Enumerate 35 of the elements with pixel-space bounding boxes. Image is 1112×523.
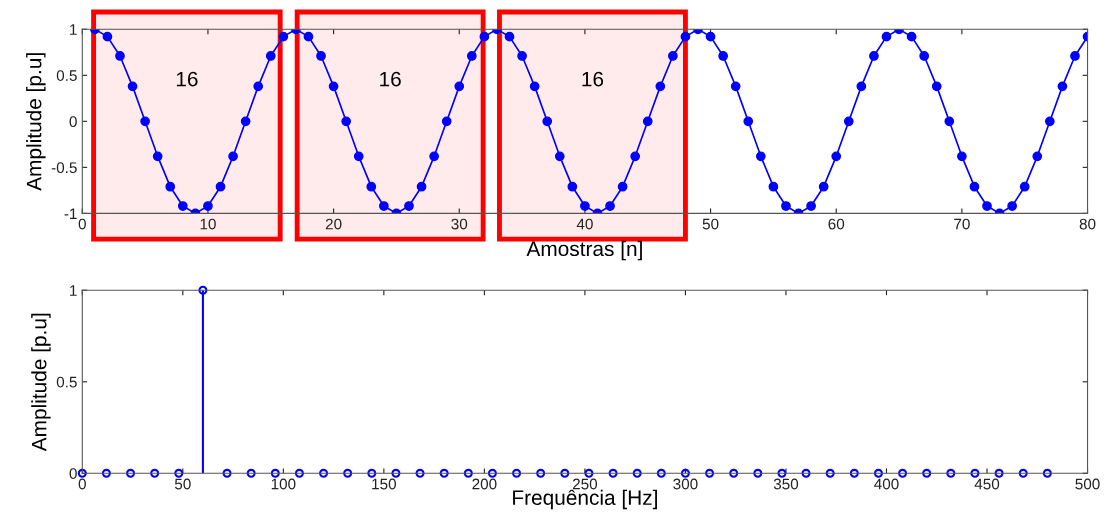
- x-tick-label: 300: [673, 478, 698, 490]
- y-tick-label: 0.5: [56, 70, 77, 81]
- y-tick-label: 1: [70, 285, 77, 296]
- y-tick-label: -1: [64, 208, 77, 219]
- y-tick-label: 1: [70, 24, 77, 35]
- band-label: 16: [176, 71, 198, 87]
- x-tick-label: 70: [954, 218, 970, 230]
- x-axis-title: Amostras [n]: [526, 240, 642, 261]
- x-tick-label: 60: [828, 218, 845, 230]
- x-tick-label: 30: [451, 218, 468, 230]
- x-tick-label: 0: [78, 218, 86, 230]
- x-tick-label: 10: [200, 218, 216, 230]
- x-tick-label: 100: [271, 478, 296, 490]
- x-tick-label: 200: [472, 478, 497, 490]
- x-axis-title: Frequência [Hz]: [513, 489, 657, 510]
- x-tick-label: 500: [1075, 478, 1100, 490]
- x-tick-label: 450: [974, 478, 1000, 490]
- y-tick-label: -0.5: [51, 162, 77, 174]
- band-label: 16: [380, 71, 401, 87]
- y-tick-label: 0.5: [56, 376, 77, 388]
- x-tick-label: 150: [372, 478, 397, 490]
- y-axis-title: Amplitude [p.u]: [31, 313, 51, 452]
- x-tick-label: 80: [1079, 218, 1096, 230]
- y-tick-label: 0: [69, 116, 77, 128]
- band-label: 16: [582, 71, 604, 87]
- x-tick-label: 20: [325, 218, 342, 230]
- x-tick-label: 250: [572, 478, 598, 490]
- y-tick-label: 0: [69, 468, 77, 479]
- y-axis-title: Amplitude [p.u]: [26, 53, 46, 191]
- x-tick-label: 50: [702, 218, 719, 230]
- x-tick-label: 0: [78, 478, 86, 490]
- x-tick-label: 40: [576, 218, 593, 230]
- x-tick-label: 400: [874, 478, 899, 490]
- x-tick-label: 350: [773, 478, 799, 490]
- x-tick-label: 50: [174, 478, 191, 490]
